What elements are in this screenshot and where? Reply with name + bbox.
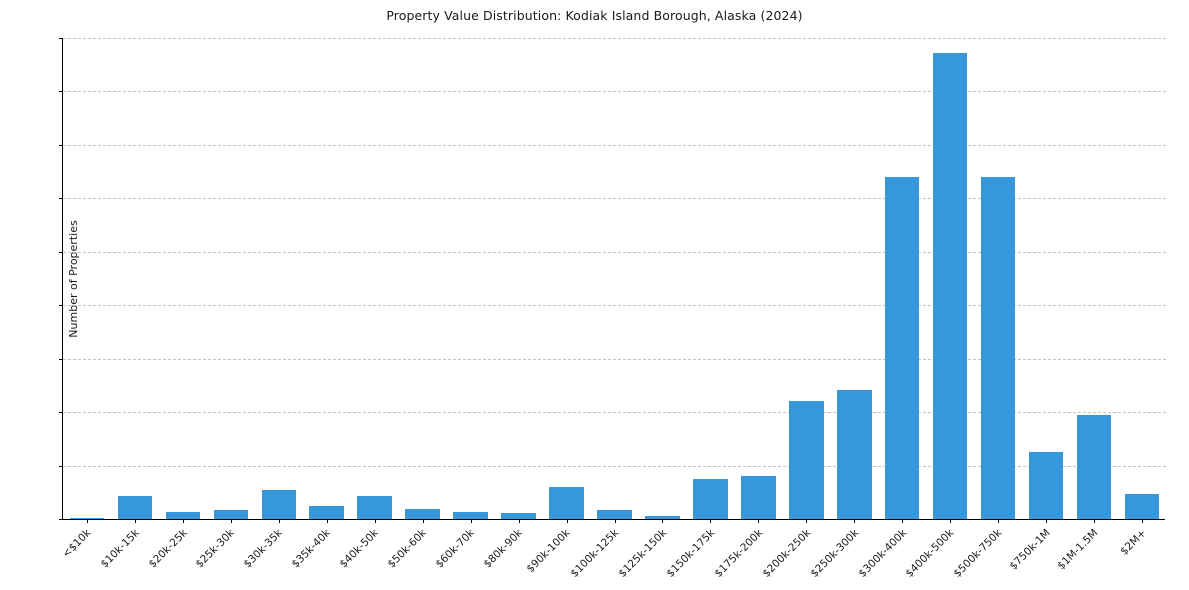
bar-series: [63, 38, 1166, 519]
x-tick-mark: [134, 519, 136, 523]
y-tick-mark: [59, 91, 63, 93]
plot-area: Number of Properties 0801602403204004805…: [59, 38, 1166, 580]
gridline: [63, 358, 1166, 360]
x-tick-label: $25k-30k: [193, 527, 238, 571]
x-tick-mark: [566, 519, 568, 523]
bar[interactable]: [453, 511, 488, 519]
gridline: [63, 198, 1166, 200]
y-tick-mark: [59, 38, 63, 39]
bar[interactable]: [884, 176, 920, 519]
bar[interactable]: [980, 176, 1016, 519]
x-tick-mark: [422, 519, 424, 523]
x-tick-label: $1M-1.5M: [1055, 527, 1101, 573]
bar[interactable]: [309, 505, 344, 519]
bar[interactable]: [549, 486, 584, 519]
bar[interactable]: [645, 516, 680, 519]
x-tick-label: $400k-500k: [903, 527, 957, 580]
x-tick-label: $175k-200k: [712, 527, 765, 580]
x-tick-mark: [230, 519, 232, 523]
x-tick-mark: [1046, 519, 1048, 523]
x-tick-label: $80k-90k: [481, 527, 526, 571]
bar[interactable]: [789, 401, 824, 519]
x-tick-mark: [374, 519, 376, 523]
x-tick-mark: [854, 519, 856, 523]
x-tick-mark: [326, 519, 328, 523]
x-tick-mark: [86, 519, 88, 523]
x-axis-line: [62, 519, 1165, 521]
x-tick-mark: [662, 519, 664, 523]
x-tick-mark: [806, 519, 808, 523]
y-tick-mark: [59, 305, 63, 307]
x-tick-mark: [950, 519, 952, 523]
bar[interactable]: [597, 509, 632, 519]
bar[interactable]: [213, 509, 249, 519]
bar[interactable]: [837, 390, 872, 519]
x-tick-label: $40k-50k: [337, 527, 382, 571]
x-tick-label: $35k-40k: [289, 527, 334, 571]
x-tick-label: $90k-100k: [524, 527, 574, 576]
chart-title: Property Value Distribution: Kodiak Isla…: [386, 8, 803, 23]
bar[interactable]: [932, 52, 968, 519]
x-tick-mark: [710, 519, 712, 523]
bar[interactable]: [1124, 494, 1160, 519]
x-tick-label: $750k-1M: [1007, 527, 1053, 573]
x-tick-label: $30k-35k: [241, 527, 286, 571]
bar[interactable]: [117, 495, 153, 519]
gridline: [63, 144, 1166, 146]
y-tick-mark: [59, 519, 63, 520]
x-tick-mark: [182, 519, 184, 523]
y-tick-mark: [59, 358, 63, 360]
x-tick-mark: [998, 519, 1000, 523]
bar[interactable]: [1028, 451, 1064, 519]
bar[interactable]: [69, 517, 105, 519]
gridline: [63, 251, 1166, 253]
y-tick-mark: [59, 251, 63, 253]
x-tick-mark: [518, 519, 520, 523]
gridline: [63, 91, 1166, 93]
bar[interactable]: [357, 495, 392, 519]
bar[interactable]: [261, 489, 297, 519]
x-tick-mark: [1094, 519, 1096, 523]
x-tick-label: $500k-750k: [951, 527, 1005, 580]
y-tick-mark: [59, 412, 63, 414]
bar[interactable]: [693, 478, 728, 519]
x-tick-label: $20k-25k: [145, 527, 190, 571]
bar[interactable]: [405, 508, 440, 519]
x-tick-label: $100k-125k: [568, 527, 621, 580]
x-tick-label: $50k-60k: [385, 527, 430, 571]
x-tick-label: <$10k: [60, 527, 94, 561]
x-tick-mark: [614, 519, 616, 523]
x-tick-label: $10k-15k: [98, 527, 142, 571]
gridline: [63, 465, 1166, 467]
y-tick-mark: [59, 465, 63, 467]
x-tick-mark: [902, 519, 904, 523]
y-tick-mark: [59, 144, 63, 146]
bar[interactable]: [501, 513, 536, 519]
x-tick-label: $125k-150k: [616, 527, 669, 580]
bar[interactable]: [741, 475, 776, 519]
x-tick-label: $300k-400k: [855, 527, 909, 580]
y-tick-mark: [59, 198, 63, 200]
x-tick-label: $150k-175k: [664, 527, 717, 580]
x-tick-mark: [1142, 519, 1144, 523]
x-tick-label: $200k-250k: [759, 527, 813, 580]
gridline: [63, 412, 1166, 414]
bar[interactable]: [1076, 415, 1112, 519]
x-tick-mark: [758, 519, 760, 523]
x-tick-label: $2M+: [1117, 527, 1149, 558]
x-tick-label: $60k-70k: [433, 527, 478, 571]
bar[interactable]: [165, 512, 201, 519]
gridline: [63, 305, 1166, 307]
x-tick-mark: [470, 519, 472, 523]
gridline: [63, 38, 1166, 39]
x-tick-mark: [278, 519, 280, 523]
x-tick-label: $250k-300k: [807, 527, 861, 580]
